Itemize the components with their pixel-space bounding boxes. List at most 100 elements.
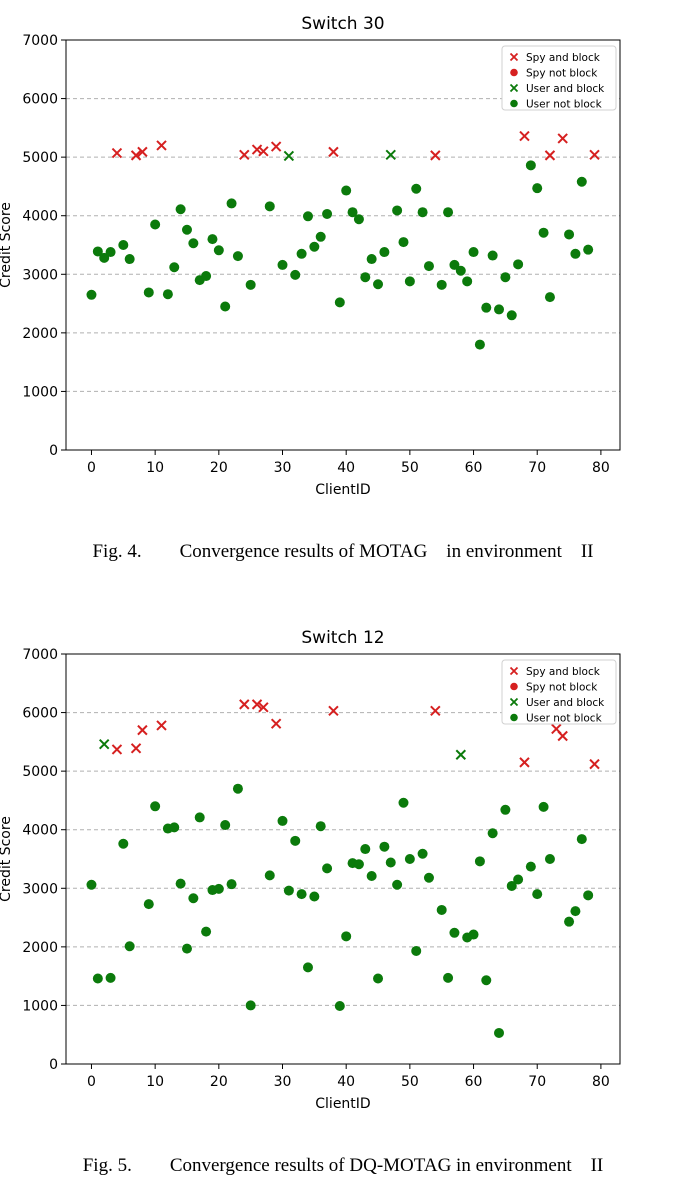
x-tick-label: 70 <box>528 460 546 476</box>
point-circle-marker <box>423 261 434 272</box>
x-tick-label: 0 <box>87 460 96 476</box>
point-x-marker <box>270 141 282 152</box>
point-circle-marker <box>99 252 110 263</box>
point-circle-marker <box>564 229 575 240</box>
point-circle-marker <box>302 962 313 973</box>
point-x-marker <box>455 749 467 760</box>
point-circle-marker <box>296 889 307 900</box>
chart-title: Switch 12 <box>301 628 384 648</box>
point-circle-marker <box>468 247 479 258</box>
y-axis-label: Credit Score <box>0 202 14 288</box>
point-circle-marker <box>538 801 549 812</box>
legend-marker <box>510 68 518 77</box>
y-tick-label: 0 <box>49 443 58 459</box>
point-circle-marker <box>353 214 364 225</box>
x-tick-label: 0 <box>87 1074 96 1090</box>
legend-label: Spy and block <box>526 666 601 678</box>
x-tick-label: 40 <box>337 1074 355 1090</box>
point-circle-marker <box>500 272 511 283</box>
point-x-marker <box>557 730 568 742</box>
point-circle-marker <box>175 878 186 889</box>
x-tick-label: 60 <box>465 460 483 476</box>
point-circle-marker <box>538 227 549 238</box>
point-circle-marker <box>207 234 218 245</box>
series-spy-and-block <box>111 130 600 161</box>
point-circle-marker <box>213 245 224 256</box>
point-circle-marker <box>188 893 199 904</box>
point-circle-marker <box>570 248 581 259</box>
point-circle-marker <box>570 906 581 917</box>
point-circle-marker <box>92 246 103 257</box>
point-circle-marker <box>86 289 97 300</box>
x-tick-label: 30 <box>274 460 292 476</box>
series-spy-and-block <box>111 699 600 770</box>
x-tick-label: 10 <box>146 460 164 476</box>
point-circle-marker <box>449 927 460 938</box>
point-circle-marker <box>443 207 454 218</box>
point-x-marker <box>130 743 142 754</box>
point-circle-marker <box>226 879 237 890</box>
point-circle-marker <box>379 247 390 258</box>
point-circle-marker <box>296 248 307 259</box>
point-x-marker <box>251 144 263 155</box>
x-tick-label: 20 <box>210 460 228 476</box>
series-user-and-block <box>283 149 396 162</box>
plot-frame <box>65 653 621 1065</box>
x-tick-label: 50 <box>401 460 419 476</box>
point-circle-marker <box>379 841 390 852</box>
legend-label: Spy not block <box>526 682 598 694</box>
point-circle-marker <box>105 972 116 983</box>
point-circle-marker <box>290 269 301 280</box>
point-x-marker <box>111 744 123 755</box>
x-tick-label: 10 <box>146 1074 164 1090</box>
point-circle-marker <box>525 861 536 872</box>
point-x-marker <box>283 150 295 162</box>
point-x-marker <box>544 150 556 161</box>
point-circle-marker <box>411 945 422 956</box>
point-circle-marker <box>162 289 173 300</box>
point-circle-marker <box>506 310 517 321</box>
point-circle-marker <box>118 240 129 250</box>
point-circle-marker <box>436 904 447 915</box>
point-circle-marker <box>417 207 428 218</box>
plot-frame <box>65 39 621 451</box>
point-circle-marker <box>322 863 333 874</box>
point-circle-marker <box>468 929 479 940</box>
point-circle-marker <box>564 916 575 927</box>
point-x-marker <box>430 150 441 161</box>
y-tick-label: 7000 <box>22 33 58 49</box>
point-circle-marker <box>366 254 377 265</box>
point-circle-marker <box>404 276 415 287</box>
point-circle-marker <box>455 265 466 276</box>
figure-caption-4: Fig. 4. Convergence results of MOTAG in … <box>92 541 594 562</box>
point-circle-marker <box>494 304 505 315</box>
point-circle-marker <box>315 231 326 242</box>
legend-marker <box>509 666 519 676</box>
point-circle-marker <box>315 821 326 832</box>
point-circle-marker <box>169 822 180 833</box>
point-circle-marker <box>220 301 231 312</box>
point-x-marker <box>430 705 441 717</box>
point-circle-marker <box>544 854 555 864</box>
series-user-not-block <box>86 160 594 350</box>
point-circle-marker <box>360 272 371 283</box>
legend-marker <box>509 52 519 62</box>
point-x-marker <box>239 699 250 710</box>
point-circle-marker <box>334 297 345 308</box>
point-circle-marker <box>277 815 288 826</box>
point-circle-marker <box>513 259 524 270</box>
point-x-marker <box>156 720 167 731</box>
point-circle-marker <box>481 975 492 986</box>
point-circle-marker <box>118 838 129 849</box>
y-tick-label: 2000 <box>22 326 58 342</box>
point-x-marker <box>557 133 568 144</box>
point-circle-marker <box>373 973 384 984</box>
point-circle-marker <box>404 854 415 864</box>
x-axis-label: ClientID <box>315 482 370 498</box>
point-x-marker <box>258 702 269 713</box>
y-tick-label: 7000 <box>22 647 58 663</box>
point-circle-marker <box>481 302 492 313</box>
legend-label: User and block <box>526 83 605 95</box>
legend-marker <box>510 682 518 691</box>
point-circle-marker <box>443 972 454 983</box>
